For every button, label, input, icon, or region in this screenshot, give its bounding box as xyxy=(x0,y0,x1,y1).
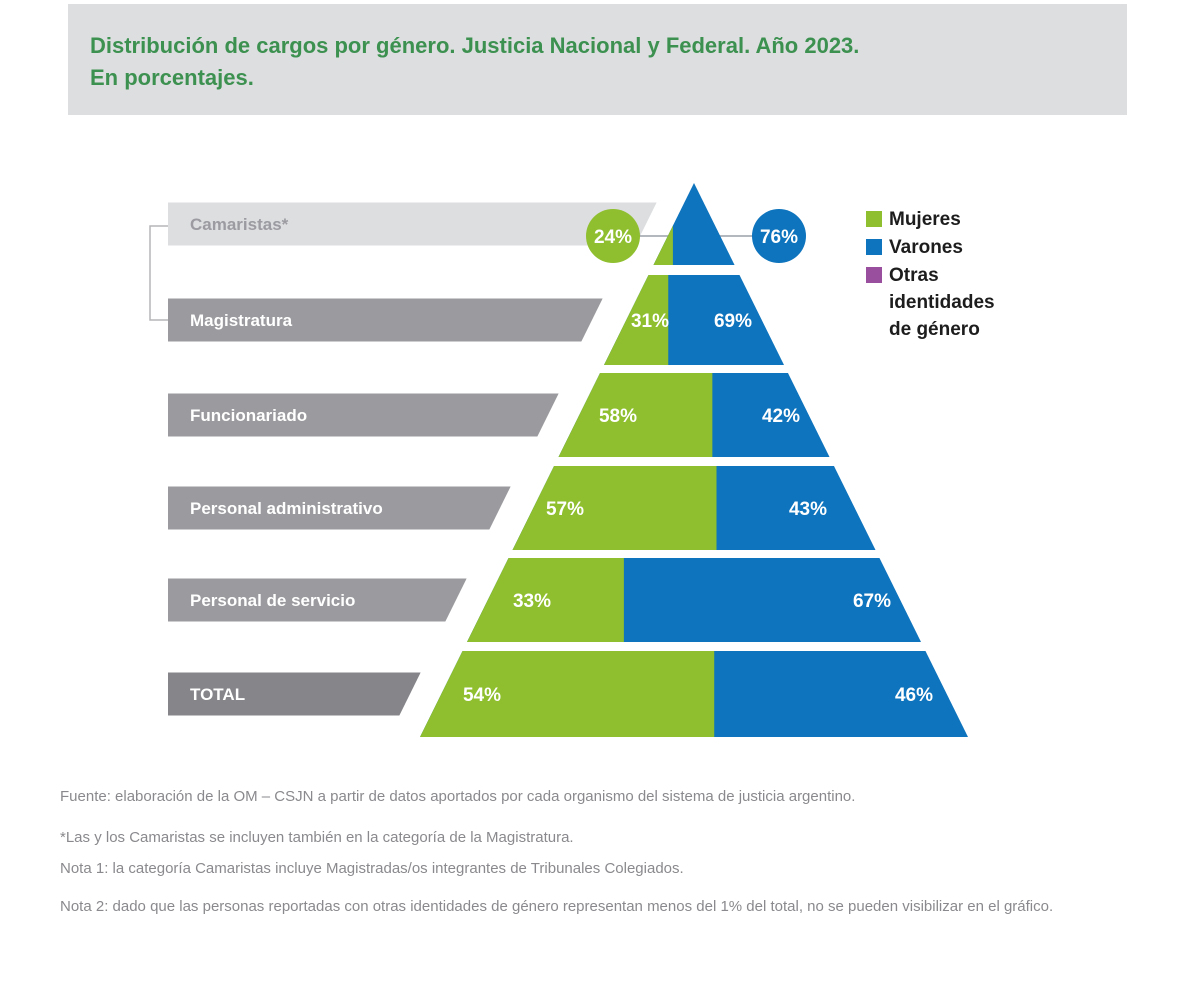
mujeres-swatch-icon xyxy=(866,211,882,227)
category-bar xyxy=(168,672,421,716)
category-bar xyxy=(168,202,657,246)
pyramid-segment-mujeres xyxy=(512,466,717,550)
category-bar xyxy=(168,393,559,437)
category-bar-label: Camaristas* xyxy=(190,215,289,234)
category-bar-label: Funcionariado xyxy=(190,406,307,425)
category-bar xyxy=(168,578,467,622)
camaristas-mujeres-percent: 24% xyxy=(594,227,632,248)
pyramid-segment-mujeres xyxy=(603,275,669,365)
pyramid-segment-mujeres xyxy=(653,225,673,265)
category-bar-label: Personal administrativo xyxy=(190,499,383,518)
asterisk-note: *Las y los Camaristas se incluyen tambié… xyxy=(60,829,574,846)
legend-label-mujeres: Mujeres xyxy=(889,209,961,230)
chart-title-line2: En porcentajes. xyxy=(90,65,254,90)
otras-identidades-swatch-icon xyxy=(866,267,882,283)
percent-label-varones: 46% xyxy=(895,685,933,706)
legend-label-varones: Varones xyxy=(889,237,963,258)
legend-item-otras-identidades: Otras identidades de género xyxy=(866,262,1036,343)
percent-label-varones: 43% xyxy=(789,499,827,520)
percent-label-mujeres: 54% xyxy=(463,685,501,706)
category-bar-label: TOTAL xyxy=(190,685,245,704)
legend-item-varones: Varones xyxy=(866,234,1036,261)
chart-legend: Mujeres Varones Otras identidades de gén… xyxy=(866,206,1036,344)
varones-swatch-icon xyxy=(866,239,882,255)
camaristas-varones-percent: 76% xyxy=(760,227,798,248)
percent-label-mujeres: 33% xyxy=(513,591,551,612)
percent-label-mujeres: 31% xyxy=(631,311,669,332)
pyramid-segment-mujeres xyxy=(420,651,715,737)
legend-label-otras-identidades: Otras identidades de género xyxy=(889,265,995,340)
percent-label-varones: 67% xyxy=(853,591,891,612)
category-bar-label: Personal de servicio xyxy=(190,591,355,610)
category-bar xyxy=(168,486,511,530)
percent-label-varones: 69% xyxy=(714,311,752,332)
source-note: Fuente: elaboración de la OM – CSJN a pa… xyxy=(60,788,856,805)
category-bar-label: Magistratura xyxy=(190,311,293,330)
percent-label-mujeres: 57% xyxy=(546,499,584,520)
legend-item-mujeres: Mujeres xyxy=(866,206,1036,233)
pyramid-segment-mujeres xyxy=(466,558,624,642)
note-1: Nota 1: la categoría Camaristas incluye … xyxy=(60,860,684,877)
footer-notes: Fuente: elaboración de la OM – CSJN a pa… xyxy=(60,786,1145,917)
pyramid-segment-mujeres xyxy=(558,373,713,457)
camaristas-varones-circle xyxy=(752,209,806,263)
title-band: Distribución de cargos por género. Justi… xyxy=(68,4,1127,115)
camaristas-magistratura-bracket xyxy=(149,225,168,321)
percent-label-varones: 42% xyxy=(762,406,800,427)
camaristas-mujeres-circle xyxy=(586,209,640,263)
category-bar xyxy=(168,298,603,342)
note-2: Nota 2: dado que las personas reportadas… xyxy=(60,898,1054,915)
pyramid-segment-varones xyxy=(653,183,735,265)
chart-title-line1: Distribución de cargos por género. Justi… xyxy=(90,33,860,58)
percent-label-mujeres: 58% xyxy=(599,406,637,427)
